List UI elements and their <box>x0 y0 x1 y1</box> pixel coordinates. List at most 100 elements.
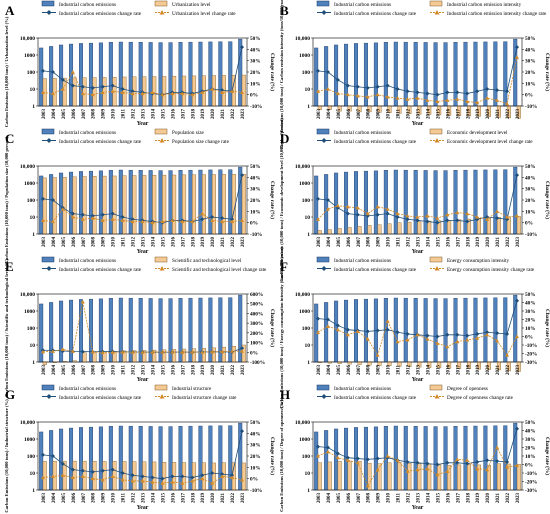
second-change-point <box>435 472 440 477</box>
emissions-change-point <box>435 92 440 97</box>
x-tick-label: 2007 <box>357 109 362 120</box>
second-change-point <box>60 207 65 211</box>
x-tick-label: 2012 <box>407 493 412 504</box>
emissions-change-point <box>80 349 85 354</box>
x-tick-label: 2016 <box>171 109 176 120</box>
bar-second <box>467 464 472 491</box>
emissions-change-point <box>505 331 510 336</box>
emissions-change-point <box>40 196 45 201</box>
x-tick-label: 2012 <box>407 365 412 376</box>
second-change-point <box>495 98 500 102</box>
second-change-point <box>345 92 350 97</box>
left-tick-label: 10 <box>305 471 311 477</box>
emissions-change-point <box>315 444 320 449</box>
x-tick-label: 2017 <box>181 237 186 248</box>
x-tick-label: 2004 <box>327 365 332 376</box>
x-axis-title: Year <box>412 377 424 383</box>
x-tick-label: 2007 <box>82 365 87 376</box>
legend-item: Economic development level change rate <box>430 138 533 145</box>
second-change-point <box>220 219 225 224</box>
bar-second <box>337 461 342 491</box>
second-change-point <box>375 204 380 209</box>
x-tick-label: 2003 <box>42 237 47 248</box>
legend-label: Industrial carbon emissions <box>59 130 116 136</box>
legend-swatch <box>154 0 168 7</box>
emissions-change-point <box>120 87 125 91</box>
x-tick-label: 2012 <box>407 109 412 120</box>
emissions-change-point <box>60 77 65 82</box>
second-change-point <box>70 475 75 480</box>
x-tick-label: 2011 <box>397 493 402 503</box>
x-tick-label: 2015 <box>161 109 166 120</box>
left-tick-label: 10,000 <box>20 420 35 426</box>
y-right-axis-title: Change rate (%) <box>544 181 550 219</box>
x-tick-label: 2018 <box>191 365 196 376</box>
emissions-change-point <box>365 457 370 462</box>
second-change-point <box>220 90 225 94</box>
second-change-point <box>455 457 460 461</box>
x-tick-label: 2003 <box>317 237 322 248</box>
legend-label: Urbanization level <box>172 2 211 8</box>
emissions-change-point <box>70 83 75 88</box>
bar-second <box>132 175 137 235</box>
bar-second <box>241 74 246 107</box>
left-tick-label: 10 <box>30 215 36 221</box>
x-tick-label: 2015 <box>436 365 441 376</box>
second-change-point <box>385 94 390 99</box>
second-change-point <box>130 478 135 483</box>
bar-emissions <box>138 42 143 107</box>
bar-second <box>327 229 332 235</box>
emissions-change-point <box>345 455 350 460</box>
emissions-change-point <box>60 461 65 466</box>
y-right-axis-title: Change rate (%) <box>269 53 276 91</box>
bar-emissions <box>118 41 123 107</box>
bar-second <box>347 460 352 491</box>
right-tick-label: -10% <box>525 343 537 349</box>
emissions-change-point <box>230 217 235 222</box>
second-change-point <box>475 215 480 219</box>
bar-emissions <box>503 425 508 491</box>
legend-label: Scientific and technological level chang… <box>172 266 267 273</box>
x-tick-label: 2011 <box>122 365 127 375</box>
emissions-change-point <box>220 472 225 477</box>
right-tick-label: 10% <box>525 326 536 332</box>
second-change-point <box>180 350 185 354</box>
x-tick-label: 2011 <box>122 109 127 119</box>
emissions-change-point <box>355 84 360 89</box>
x-tick-label: 2017 <box>181 365 186 376</box>
second-change-point <box>60 347 65 351</box>
legend-label: Industrial carbon emissions <box>334 258 391 264</box>
x-tick-label: 2014 <box>426 365 431 376</box>
bar-emissions <box>493 297 498 363</box>
bar-emissions <box>433 426 438 491</box>
second-change-point <box>180 91 185 96</box>
emissions-change-point <box>495 331 500 336</box>
x-tick-label: 2010 <box>112 365 117 376</box>
left-tick-label: 1 <box>307 360 310 366</box>
x-tick-label: 2003 <box>42 365 47 376</box>
left-tick-label: 10 <box>305 87 311 93</box>
x-tick-label: 2012 <box>132 109 137 120</box>
second-change-point <box>485 96 490 100</box>
y-right-axis-title: Change rate (%) <box>269 309 276 347</box>
x-axis-title: Year <box>412 249 424 255</box>
second-change-point <box>90 476 95 481</box>
right-tick-label: -10% <box>250 232 262 238</box>
emissions-change-point <box>455 460 460 465</box>
bar-emissions <box>334 300 339 363</box>
bar-second <box>347 227 352 235</box>
emissions-change-point <box>90 213 95 218</box>
second-change-point <box>365 337 370 341</box>
left-tick-label: 10 <box>30 471 36 477</box>
x-tick-label: 2006 <box>347 365 352 376</box>
right-tick-label: -100% <box>250 360 265 366</box>
second-change-point <box>150 480 155 484</box>
second-change-line <box>42 474 243 484</box>
panel-f: F Industrial carbon emissions Energy consu… <box>279 247 550 409</box>
bar-emissions <box>79 427 83 491</box>
bar-emissions <box>69 427 74 491</box>
x-tick-label: 2019 <box>201 493 206 504</box>
left-tick-label: 10 <box>305 343 311 349</box>
legend-label: Industrial carbon emissions change rate <box>59 267 142 273</box>
x-tick-label: 2015 <box>161 493 166 504</box>
